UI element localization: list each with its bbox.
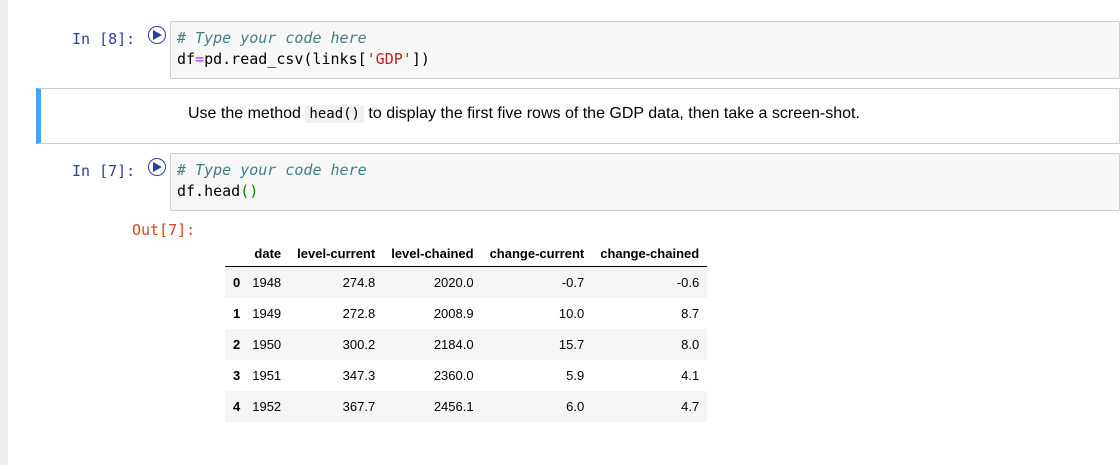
code-string: 'GDP' (366, 50, 412, 68)
table-row: 1 1949 272.8 2008.9 10.0 8.7 (225, 298, 707, 329)
table-cell: 1951 (252, 368, 282, 383)
input-prompt-8: In [8]: (72, 30, 136, 48)
table-cell: 274.8 (342, 275, 376, 290)
markdown-cell[interactable]: Use the method head() to display the fir… (36, 88, 1120, 144)
run-cell-button[interactable] (148, 158, 166, 176)
markdown-text: Use the method head() to display the fir… (188, 105, 860, 123)
row-index: 0 (233, 275, 241, 290)
table-cell: 2020.0 (433, 275, 474, 290)
code-line: df.head() (177, 181, 1113, 202)
table-cell: 300.2 (342, 337, 376, 352)
table-row: 2 1950 300.2 2184.0 15.7 8.0 (225, 329, 708, 360)
code-line: # Type your code here (177, 160, 1113, 181)
code-comment: # Type your code here (177, 161, 367, 179)
table-cell: 367.7 (342, 399, 376, 414)
table-cell: -0.7 (561, 275, 585, 290)
table-row: 4 1952 367.7 2456.1 6.0 4.7 (225, 391, 708, 422)
table-cell: 4.1 (681, 368, 700, 383)
code-token: df.head (177, 182, 241, 200)
code-comment: # Type your code here (177, 29, 367, 47)
column-header-change-current: change-current (481, 240, 593, 267)
row-index: 1 (233, 306, 241, 321)
output-prompt-7: Out[7]: (132, 221, 196, 239)
table-cell: 8.0 (681, 337, 700, 352)
play-icon (153, 30, 162, 40)
play-icon (153, 162, 162, 172)
table-cell: 2456.1 (433, 399, 474, 414)
input-prompt-7: In [7]: (72, 162, 136, 180)
table-row: 0 1948 274.8 2020.0 -0.7 -0.6 (225, 266, 708, 298)
table-cell: 4.7 (681, 399, 700, 414)
table-cell: 8.7 (681, 306, 700, 321)
md-text-after: to display the first five rows of the GD… (363, 105, 860, 122)
table-cell: 1950 (252, 337, 282, 352)
code-line: df=pd.read_csv(links['GDP']) (177, 49, 1113, 70)
row-index: 4 (233, 399, 241, 414)
table-cell: 272.8 (342, 306, 376, 321)
table-cell: 347.3 (342, 368, 376, 383)
code-operator: = (195, 50, 205, 68)
table-cell: 15.7 (558, 337, 585, 352)
column-header-change-chained: change-chained (592, 240, 708, 267)
table-cell: 1952 (252, 399, 282, 414)
code-input-cell-7[interactable]: # Type your code here df.head() (170, 153, 1120, 211)
table-cell: 6.0 (566, 399, 585, 414)
table-cell: 1948 (252, 275, 282, 290)
column-header-index (225, 240, 245, 267)
md-text-before: Use the method (188, 105, 306, 122)
table-cell: 5.9 (566, 368, 585, 383)
code-input-cell-8[interactable]: # Type your code here df=pd.read_csv(lin… (170, 21, 1120, 79)
table-cell: 2008.9 (433, 306, 474, 321)
table-cell: 2360.0 (433, 368, 474, 383)
table-cell: 1949 (252, 306, 282, 321)
code-paren: () (240, 182, 259, 200)
table-cell: 10.0 (558, 306, 585, 321)
table-cell: 2184.0 (433, 337, 474, 352)
row-index: 2 (233, 337, 241, 352)
code-line: # Type your code here (177, 28, 1113, 49)
dataframe-output: date level-current level-chained change-… (225, 240, 708, 422)
table-header-row: date level-current level-chained change-… (225, 240, 708, 267)
row-index: 3 (233, 368, 241, 383)
run-cell-button[interactable] (148, 26, 166, 44)
code-token: ]) (411, 50, 430, 68)
table-row: 3 1951 347.3 2360.0 5.9 4.1 (225, 360, 707, 391)
code-token: pd.read_csv(links[ (204, 50, 367, 68)
table-cell: -0.6 (676, 275, 700, 290)
column-header-level-chained: level-chained (383, 240, 482, 267)
column-header-date: date (244, 240, 290, 267)
code-token: df (177, 50, 196, 68)
column-header-level-current: level-current (289, 240, 384, 267)
inline-code: head() (305, 105, 364, 123)
notebook-container: In [8]: # Type your code here df=pd.read… (8, 0, 1120, 465)
